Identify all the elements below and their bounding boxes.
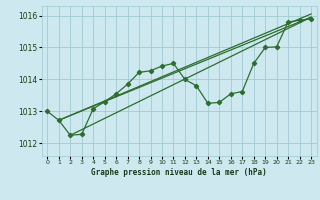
X-axis label: Graphe pression niveau de la mer (hPa): Graphe pression niveau de la mer (hPa) [91, 168, 267, 177]
